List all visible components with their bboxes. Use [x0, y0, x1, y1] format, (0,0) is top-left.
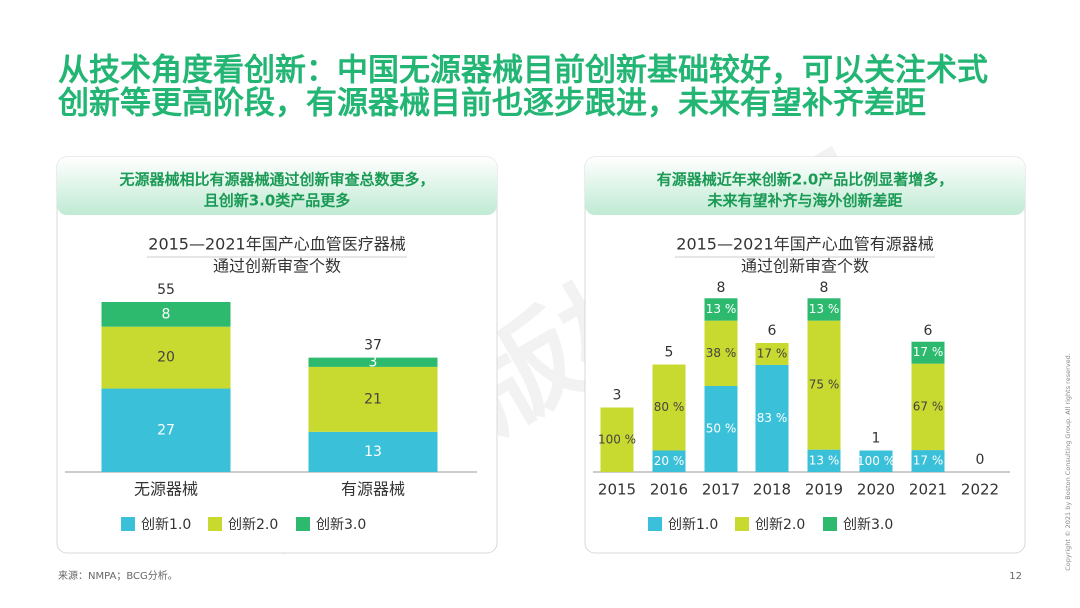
data-label: 17 %	[913, 345, 944, 359]
bar-segment	[308, 431, 438, 472]
x-tick-label: 2015	[598, 481, 636, 499]
legend-swatch	[823, 517, 837, 531]
data-label: 13 %	[809, 302, 840, 316]
x-tick-label: 2016	[650, 481, 688, 499]
bar-segment	[911, 363, 945, 451]
total-label: 8	[820, 280, 829, 296]
data-label: 8	[162, 306, 171, 322]
slide-title: 从技术角度看创新：中国无源器械目前创新基础较好，可以关注术式	[58, 53, 988, 89]
legend-label: 创新1.0	[668, 517, 718, 533]
bar-segment	[652, 450, 686, 472]
data-label: 20	[157, 350, 175, 366]
data-label: 67 %	[913, 399, 944, 413]
data-label: 83 %	[757, 411, 788, 425]
panel-header-text: 且创新3.0类产品更多	[204, 192, 351, 210]
bar-segment	[101, 326, 231, 389]
bar-segment	[704, 298, 738, 321]
data-label: 100 %	[857, 454, 895, 468]
bar-segment	[704, 386, 738, 472]
chart-title: 通过创新审查个数	[741, 257, 869, 276]
x-tick-label: 无源器械	[134, 480, 198, 499]
x-tick-label: 2018	[753, 481, 791, 499]
bar-segment	[859, 450, 893, 472]
bar-segment	[911, 450, 945, 472]
slide-title: 创新等更高阶段，有源器械目前也逐步跟进，未来有望补齐差距	[57, 86, 926, 122]
total-label: 6	[768, 323, 777, 339]
legend-label: 创新2.0	[755, 517, 805, 533]
data-label: 17 %	[913, 454, 944, 468]
legend-swatch	[296, 517, 310, 531]
panel-header-text: 无源器械相比有源器械通过创新审查总数更多，	[118, 171, 434, 189]
chart-title: 2015—2021年国产心血管医疗器械	[148, 235, 405, 254]
legend-swatch	[208, 517, 222, 531]
bar-segment	[755, 343, 789, 365]
legend-label: 创新3.0	[843, 517, 893, 533]
data-label: 20 %	[654, 454, 685, 468]
data-label: 80 %	[654, 400, 685, 414]
panel-header-text: 未来有望补齐与海外创新差距	[706, 192, 902, 210]
bar-segment	[807, 449, 841, 472]
x-tick-label: 2019	[805, 481, 843, 499]
bar-segment	[704, 320, 738, 386]
data-label: 75 %	[809, 378, 840, 392]
x-tick-label: 有源器械	[341, 480, 405, 499]
total-label: 5	[665, 345, 674, 361]
panel-header	[585, 157, 1025, 215]
total-label: 37	[364, 338, 382, 354]
data-label: 13 %	[706, 302, 737, 316]
bar-segment	[652, 364, 686, 451]
data-label: 17 %	[757, 346, 788, 360]
data-label: 100 %	[598, 432, 636, 446]
data-label: 3	[369, 354, 378, 370]
chart-title: 2015—2021年国产心血管有源器械	[676, 235, 933, 254]
legend-label: 创新1.0	[141, 517, 191, 533]
bar-segment	[807, 298, 841, 321]
bar-segment	[807, 320, 841, 450]
legend-label: 创新2.0	[228, 517, 278, 533]
data-label: 13 %	[809, 453, 840, 467]
bar-segment	[911, 341, 945, 364]
legend-swatch	[735, 517, 749, 531]
bar-segment	[755, 364, 789, 472]
total-label: 55	[157, 282, 175, 298]
panel-header-text: 有源器械近年来创新2.0产品比例显著增多，	[657, 171, 954, 189]
data-label: 38 %	[706, 346, 737, 360]
total-label: 8	[717, 280, 726, 296]
page-number: 12	[1009, 571, 1022, 582]
bar-segment	[101, 388, 231, 472]
legend-swatch	[648, 517, 662, 531]
total-label: 6	[924, 323, 933, 339]
total-label: 0	[976, 452, 985, 468]
bar-segment	[308, 357, 438, 367]
panel-header	[57, 157, 497, 215]
bar-segment	[308, 366, 438, 432]
copyright: Copyright © 2021 by Boston Consulting Gr…	[1064, 353, 1072, 571]
source: 来源：NMPA；BCG分析。	[58, 569, 178, 582]
chart-title: 通过创新审查个数	[213, 257, 341, 276]
x-tick-label: 2017	[702, 481, 740, 499]
legend-swatch	[121, 517, 135, 531]
data-label: 21	[364, 391, 382, 407]
x-tick-label: 2022	[961, 481, 999, 499]
bar-segment	[101, 302, 231, 327]
total-label: 1	[872, 431, 881, 447]
data-label: 27	[157, 422, 175, 438]
total-label: 3	[613, 388, 622, 404]
x-tick-label: 2020	[857, 481, 895, 499]
x-tick-label: 2021	[909, 481, 947, 499]
legend-label: 创新3.0	[316, 517, 366, 533]
bar-segment	[600, 407, 634, 472]
data-label: 13	[364, 444, 382, 460]
data-label: 50 %	[706, 422, 737, 436]
